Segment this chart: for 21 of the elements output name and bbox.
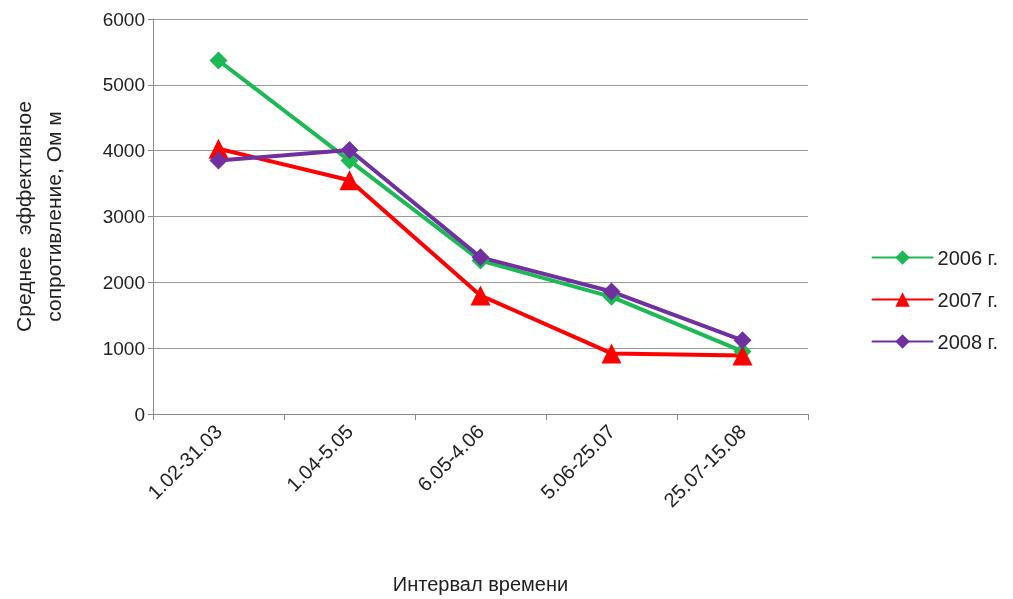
y-tick-label: 2000 — [102, 271, 145, 293]
legend-label: 2008 г. — [937, 330, 999, 353]
point — [470, 285, 491, 306]
y-axis-title: Среднее эффективное сопротивление, Ом м — [11, 101, 65, 332]
point — [601, 343, 622, 364]
y-tick-label: 3000 — [102, 206, 145, 227]
point — [733, 331, 752, 350]
y-tick-label: 1000 — [102, 337, 145, 359]
legend-label: 2006 г. — [937, 246, 999, 269]
y-tick-label: 4000 — [102, 140, 145, 162]
y-tick-label: 5000 — [102, 74, 145, 96]
point — [339, 170, 360, 191]
point — [602, 282, 621, 301]
x-axis-title: Интервал времени — [392, 573, 569, 595]
point — [209, 51, 228, 70]
y-tick-label: 0 — [134, 403, 145, 425]
legend-label: 2007 г. — [937, 288, 999, 311]
point — [209, 151, 228, 170]
point — [732, 345, 753, 366]
point — [340, 141, 359, 160]
y-tick-label: 6000 — [102, 8, 145, 30]
